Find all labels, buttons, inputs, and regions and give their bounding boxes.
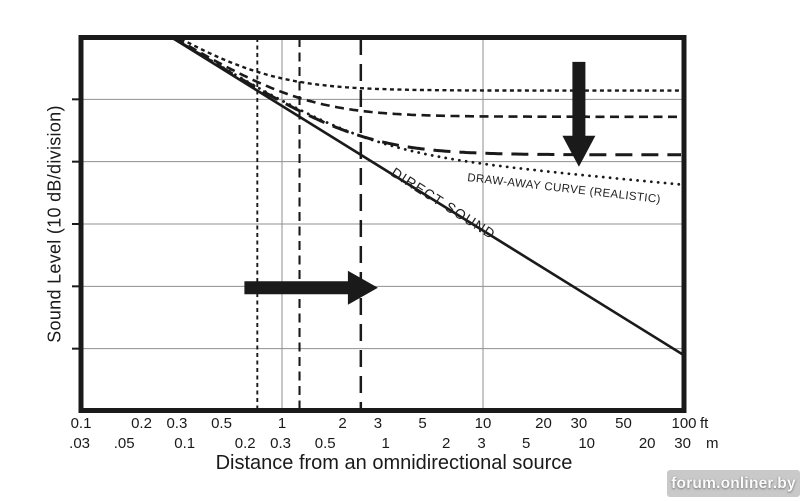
grid-layer — [81, 37, 684, 411]
x-axis-unit-m: m — [706, 435, 719, 452]
x-tick-label: 20 — [535, 415, 552, 432]
direct-sound-line — [170, 38, 684, 357]
curve-total-level-mid-reverb — [175, 38, 681, 119]
watermark-badge: forum.onliner.by — [667, 470, 800, 497]
x-tick-label: 1 — [381, 435, 390, 452]
y-axis-title: Sound Level (10 dB/division) — [44, 105, 65, 343]
x-axis-unit-ft: ft — [700, 415, 709, 432]
watermark-text: forum.onliner.by — [671, 474, 796, 492]
x-axis-title: Distance from an omnidirectional source — [215, 452, 573, 474]
x-tick-label: 0.3 — [270, 435, 292, 452]
curve-total-level-low-reverb — [172, 38, 681, 157]
x-axis-ft-tick-labels: 0.1 0.2 0.3 0.5 1 2 3 5 10 20 30 50 100 — [0, 415, 800, 432]
x-tick-label: 0.1 — [174, 435, 196, 452]
x-tick-label: 5 — [522, 435, 531, 452]
x-tick-label: 10 — [474, 415, 492, 432]
x-tick-label: 10 — [578, 435, 596, 452]
x-axis-m-tick-labels: .03 .05 0.1 0.2 0.3 0.5 1 2 3 5 10 20 30 — [0, 435, 800, 452]
x-tick-label: 0.5 — [211, 415, 232, 432]
x-tick-label: 0.3 — [166, 415, 188, 432]
plot-border — [78, 35, 687, 413]
x-tick-label: 50 — [615, 415, 632, 432]
x-tick-label: 0.5 — [314, 435, 336, 452]
x-tick-label: 30 — [674, 435, 691, 452]
x-tick-label: 2 — [442, 435, 451, 452]
down-arrow — [562, 61, 596, 167]
x-tick-label: 20 — [638, 435, 656, 452]
right-arrow — [244, 270, 378, 305]
x-tick-label: 5 — [418, 415, 427, 432]
x-tick-label: 100 — [671, 415, 697, 432]
curve-total-level-high-reverb — [180, 38, 681, 92]
x-tick-label: .03 — [69, 435, 91, 452]
annotation-arrows — [244, 61, 596, 305]
x-tick-label: 1 — [277, 415, 287, 432]
critical-distance-lines — [256, 38, 363, 410]
x-tick-label: 0.2 — [131, 415, 152, 432]
x-tick-label: 0.2 — [234, 435, 256, 452]
curve-draw-away-realistic — [174, 38, 683, 186]
x-tick-label: 3 — [477, 435, 486, 452]
x-tick-label: .05 — [113, 435, 135, 452]
curve-layer — [170, 38, 684, 357]
x-tick-label: 0.1 — [70, 415, 92, 432]
x-tick-label: 30 — [570, 415, 588, 432]
x-tick-label: 3 — [373, 415, 383, 432]
y-axis-ticks — [72, 98, 79, 350]
x-tick-label: 2 — [338, 415, 347, 432]
